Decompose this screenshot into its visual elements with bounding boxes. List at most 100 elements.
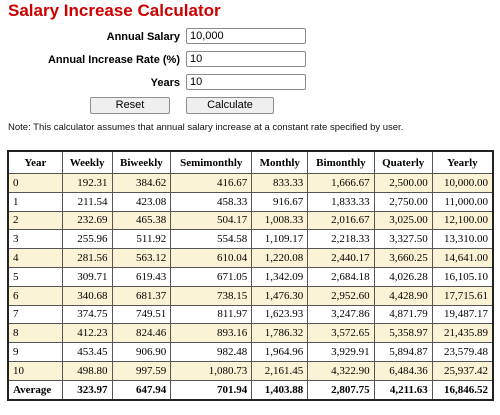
amount-cell: 309.71	[61, 266, 113, 287]
table-row: 5 309.71 619.43 671.05 1,342.09 2,684.18 4,026…	[7, 266, 494, 287]
amount-cell: 4,026.28	[373, 266, 433, 287]
amount-cell: 610.04	[170, 248, 253, 268]
year-cell: 9	[7, 342, 63, 362]
amount-cell: 833.33	[251, 173, 309, 193]
table-row: 9 453.45 906.90 982.48 1,964.96 3,929.91 5,894…	[7, 342, 494, 362]
amount-cell: 3,572.65	[307, 323, 375, 344]
amount-cell: 1,109.17	[251, 229, 309, 250]
average-label: Average	[7, 379, 63, 401]
average-cell: 701.94	[170, 379, 253, 401]
amount-cell: 10,000.00	[431, 173, 494, 193]
amount-cell: 738.15	[170, 285, 253, 306]
table-row: 10 498.80 997.59 1,080.73 2,161.45 4,322.90 6,…	[7, 360, 494, 381]
year-cell: 7	[7, 304, 63, 325]
year-cell: 0	[7, 173, 63, 193]
amount-cell: 12,100.00	[431, 210, 494, 231]
amount-cell: 2,440.17	[307, 248, 375, 268]
column-header-weekly: Weekly	[61, 150, 113, 174]
amount-cell: 511.92	[111, 229, 172, 250]
amount-cell: 25,937.42	[431, 360, 494, 381]
amount-cell: 1,666.67	[307, 173, 375, 193]
amount-cell: 504.17	[170, 210, 253, 231]
amount-cell: 1,080.73	[170, 360, 253, 381]
amount-cell: 3,247.86	[307, 304, 375, 325]
amount-cell: 749.51	[111, 304, 172, 325]
amount-cell: 3,929.91	[307, 342, 375, 362]
column-header-biweekly: Biweekly	[111, 150, 172, 174]
amount-cell: 671.05	[170, 266, 253, 287]
amount-cell: 192.31	[61, 173, 113, 193]
table-row: 1 211.54 423.08 458.33 916.67 1,833.33 2,750.0…	[7, 191, 494, 212]
page-title: Salary Increase Calculator	[8, 1, 221, 20]
amount-cell: 340.68	[61, 285, 113, 306]
amount-cell: 453.45	[61, 342, 113, 362]
table-row: 0 192.31 384.62 416.67 833.33 1,666.67 2,500.0…	[7, 173, 494, 193]
table-row: 3 255.96 511.92 554.58 1,109.17 2,218.33 3,327…	[7, 229, 494, 250]
amount-cell: 1,220.08	[251, 248, 309, 268]
amount-cell: 3,660.25	[373, 248, 433, 268]
amount-cell: 563.12	[111, 248, 172, 268]
amount-cell: 6,484.36	[373, 360, 433, 381]
amount-cell: 281.56	[61, 248, 113, 268]
years-input[interactable]	[186, 74, 306, 90]
average-row: Average 323.97 647.94 701.94 1,403.88 2,…	[7, 379, 494, 401]
amount-cell: 1,964.96	[251, 342, 309, 362]
calculator-note: Note: This calculator assumes that annua…	[8, 122, 404, 133]
amount-cell: 619.43	[111, 266, 172, 287]
increase-rate-input[interactable]	[186, 51, 306, 67]
amount-cell: 2,500.00	[373, 173, 433, 193]
column-header-monthly: Monthly	[251, 150, 309, 174]
amount-cell: 2,016.67	[307, 210, 375, 231]
amount-cell: 232.69	[61, 210, 113, 231]
table-row: 7 374.75 749.51 811.97 1,623.93 3,247.86 4,871…	[7, 304, 494, 325]
table-row: 8 412.23 824.46 893.16 1,786.32 3,572.65 5,358…	[7, 323, 494, 344]
annual-salary-label: Annual Salary	[106, 31, 180, 43]
amount-cell: 211.54	[61, 191, 113, 212]
salary-schedule-table: Year Weekly Biweekly Semimonthly Monthly…	[7, 150, 494, 401]
amount-cell: 17,715.61	[431, 285, 494, 306]
average-cell: 647.94	[111, 379, 172, 401]
amount-cell: 416.67	[170, 173, 253, 193]
year-cell: 8	[7, 323, 63, 344]
amount-cell: 2,750.00	[373, 191, 433, 212]
amount-cell: 465.38	[111, 210, 172, 231]
column-header-bimonthly: Bimonthly	[307, 150, 375, 174]
amount-cell: 2,952.60	[307, 285, 375, 306]
amount-cell: 14,641.00	[431, 248, 494, 268]
amount-cell: 423.08	[111, 191, 172, 212]
years-label: Years	[150, 77, 180, 89]
average-cell: 16,846.52	[431, 379, 494, 401]
amount-cell: 681.37	[111, 285, 172, 306]
increase-rate-label: Annual Increase Rate (%)	[47, 54, 180, 66]
average-cell: 1,403.88	[251, 379, 309, 401]
amount-cell: 255.96	[61, 229, 113, 250]
amount-cell: 11,000.00	[431, 191, 494, 212]
amount-cell: 982.48	[170, 342, 253, 362]
amount-cell: 498.80	[61, 360, 113, 381]
amount-cell: 824.46	[111, 323, 172, 344]
year-cell: 6	[7, 285, 63, 306]
amount-cell: 4,428.90	[373, 285, 433, 306]
year-cell: 3	[7, 229, 63, 250]
amount-cell: 5,358.97	[373, 323, 433, 344]
reset-button[interactable]: Reset	[90, 97, 170, 114]
amount-cell: 5,894.87	[373, 342, 433, 362]
table-row: 6 340.68 681.37 738.15 1,476.30 2,952.60 4,428…	[7, 285, 494, 306]
calculate-button[interactable]: Calculate	[186, 97, 274, 114]
table-row: 4 281.56 563.12 610.04 1,220.08 2,440.17 3,660…	[7, 248, 494, 268]
column-header-quaterly: Quaterly	[373, 150, 433, 174]
average-cell: 4,211.63	[373, 379, 433, 401]
year-cell: 4	[7, 248, 63, 268]
amount-cell: 4,322.90	[307, 360, 375, 381]
amount-cell: 412.23	[61, 323, 113, 344]
annual-salary-input[interactable]	[186, 28, 306, 44]
amount-cell: 2,161.45	[251, 360, 309, 381]
amount-cell: 19,487.17	[431, 304, 494, 325]
column-header-year: Year	[7, 150, 63, 174]
year-cell: 5	[7, 266, 63, 287]
amount-cell: 374.75	[61, 304, 113, 325]
amount-cell: 3,025.00	[373, 210, 433, 231]
year-cell: 10	[7, 360, 63, 381]
table-row: 2 232.69 465.38 504.17 1,008.33 2,016.67 3,025…	[7, 210, 494, 231]
amount-cell: 384.62	[111, 173, 172, 193]
